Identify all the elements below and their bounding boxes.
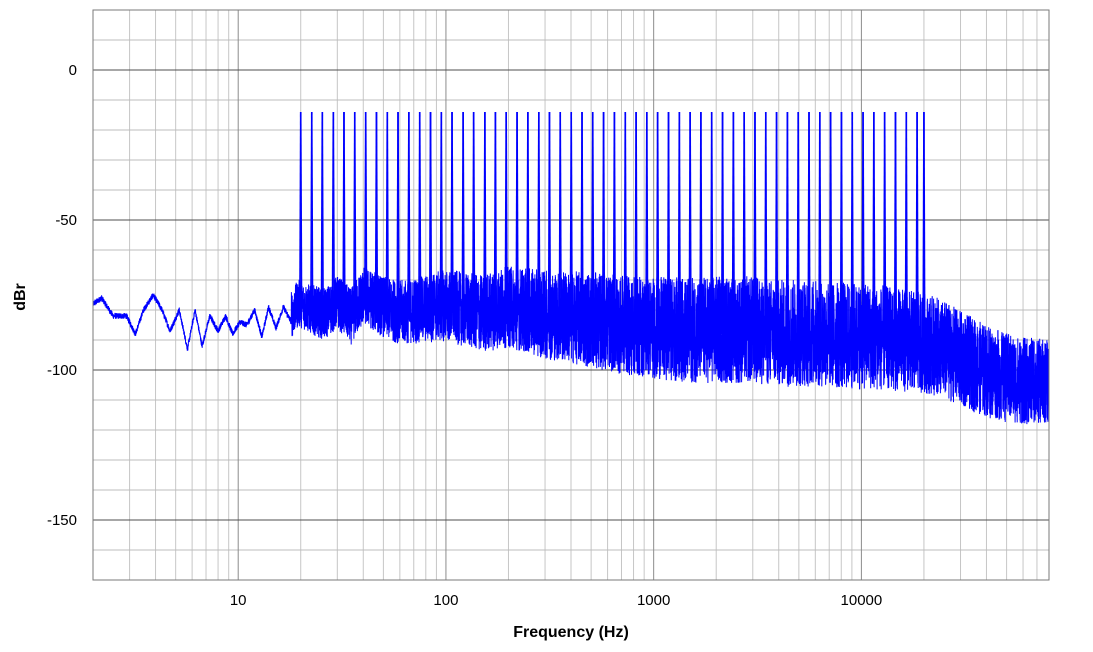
tone-spike xyxy=(429,111,433,307)
y-tick-label: -150 xyxy=(47,512,77,529)
tone-spike xyxy=(646,111,649,331)
tone-spike xyxy=(299,111,303,300)
tone-spike xyxy=(310,111,314,305)
tone-spike xyxy=(375,111,379,300)
tone-spike xyxy=(494,111,497,311)
tone-spike xyxy=(451,111,454,306)
tone-spike xyxy=(472,111,476,311)
tone-spike xyxy=(635,111,638,330)
tone-spike xyxy=(797,111,800,338)
tone-spike xyxy=(721,111,725,335)
y-tick-label: -100 xyxy=(47,362,77,379)
tone-spike xyxy=(873,111,876,342)
tone-spike xyxy=(667,111,671,333)
y-tick-label: 0 xyxy=(69,62,77,79)
tone-spike xyxy=(538,111,541,315)
tone-spike xyxy=(321,111,324,310)
tone-spike xyxy=(516,111,519,310)
tone-spike xyxy=(408,111,411,309)
tone-spike xyxy=(851,111,854,341)
tone-spike xyxy=(332,111,335,302)
y-axis-title: dBr xyxy=(12,283,29,311)
tone-spike xyxy=(462,111,465,309)
tone-spike xyxy=(689,111,692,334)
tone-spike xyxy=(819,111,822,338)
tone-spike xyxy=(754,111,757,335)
tone-spike xyxy=(505,111,508,308)
x-tick-labels: 10 100 1000 10000 xyxy=(230,592,882,609)
tone-spike xyxy=(786,111,789,338)
tone-spike xyxy=(764,111,768,336)
tone-spike xyxy=(353,111,357,307)
tone-spike xyxy=(527,111,530,312)
tone-spike xyxy=(581,111,584,321)
tone-spike xyxy=(364,111,368,294)
tone-spike xyxy=(923,111,926,347)
tone-spike xyxy=(732,111,735,335)
x-tick-label: 1000 xyxy=(637,592,670,609)
y-tick-labels: 0 -50 -100 -150 xyxy=(47,62,77,529)
tone-spike xyxy=(775,111,779,337)
tone-spike xyxy=(710,111,714,335)
tone-spike xyxy=(700,111,703,335)
x-axis-title: Frequency (Hz) xyxy=(513,624,629,641)
tone-spike xyxy=(397,111,400,310)
x-tick-label: 10 xyxy=(230,592,247,609)
tone-spike xyxy=(624,111,627,329)
tone-spike xyxy=(656,111,660,332)
tone-spike xyxy=(440,111,443,305)
tone-spike xyxy=(484,111,487,313)
tone-spike xyxy=(570,111,573,320)
tone-spike xyxy=(905,111,908,344)
tone-spike xyxy=(916,111,919,346)
tone-spike xyxy=(743,111,746,335)
tone-spike xyxy=(678,111,681,334)
tone-spike xyxy=(386,111,389,306)
tone-spike xyxy=(894,111,898,343)
tone-spike xyxy=(862,111,865,341)
tone-spike xyxy=(591,111,595,323)
tone-spike xyxy=(343,111,346,306)
tone-spike xyxy=(840,111,844,341)
x-tick-label: 100 xyxy=(433,592,458,609)
tone-spike xyxy=(613,111,616,327)
tone-spike xyxy=(602,111,606,325)
series-layer xyxy=(92,111,1050,425)
x-tick-label: 10000 xyxy=(841,592,883,609)
plot-frame xyxy=(92,9,1050,581)
y-tick-label: -50 xyxy=(55,212,77,229)
tone-spike xyxy=(883,111,887,342)
tone-spike xyxy=(829,111,833,339)
tone-spike xyxy=(418,111,422,308)
tone-spike xyxy=(548,111,552,317)
tone-spike xyxy=(808,111,811,338)
tone-spike xyxy=(559,111,562,318)
